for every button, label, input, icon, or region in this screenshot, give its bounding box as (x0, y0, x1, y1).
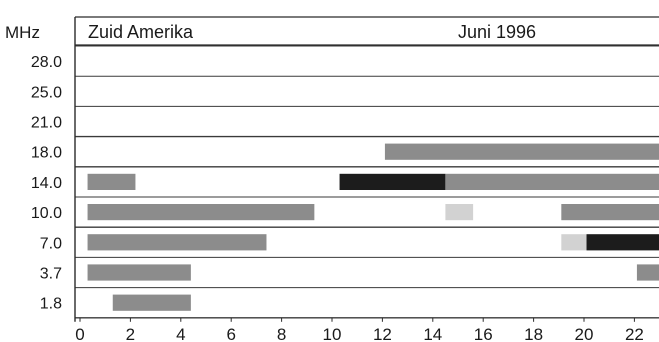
band-label: 21.0 (31, 115, 62, 132)
chart-title: Zuid Amerika (88, 22, 194, 42)
activity-bar (112, 294, 191, 311)
activity-bar (561, 234, 587, 251)
band-label: 14.0 (31, 175, 62, 192)
x-tick-label: 2 (126, 325, 135, 342)
activity-bar (561, 204, 659, 221)
activity-bar (384, 143, 659, 160)
band-label: 1.8 (40, 296, 62, 313)
band-label: 3.7 (40, 266, 62, 283)
chart-frame (74, 16, 659, 322)
x-tick-label: 14 (423, 325, 442, 342)
x-tick-label: 8 (277, 325, 286, 342)
x-tick-label: 10 (323, 325, 342, 342)
chart-bars (87, 143, 659, 311)
x-tick-label: 20 (575, 325, 594, 342)
y-axis-label: MHz (5, 23, 40, 42)
band-labels: 28.0 25.0 21.0 18.0 14.0 10.0 7.0 3.7 1.8 (31, 54, 62, 313)
activity-bar (586, 234, 659, 251)
x-tick-label: 6 (226, 325, 235, 342)
activity-bar (445, 204, 474, 221)
x-tick-label: 12 (373, 325, 392, 342)
x-tick-label: 4 (176, 325, 185, 342)
x-tick-label: 0 (75, 325, 84, 342)
activity-bar (445, 173, 659, 190)
activity-bar (339, 173, 446, 190)
activity-bar (87, 234, 267, 251)
x-tick-labels: 02468101214161820222 (75, 325, 644, 342)
chart-subtitle: Juni 1996 (458, 22, 536, 42)
band-label: 28.0 (31, 54, 62, 71)
band-label: 10.0 (31, 205, 62, 222)
activity-bar (636, 264, 659, 281)
activity-bar (87, 173, 136, 190)
activity-bar (87, 204, 315, 221)
chart-grid (75, 45, 659, 319)
band-label: 18.0 (31, 145, 62, 162)
band-label: 25.0 (31, 84, 62, 101)
x-tick-label: 22 (625, 325, 644, 342)
band-label: 7.0 (40, 235, 62, 252)
activity-bar (87, 264, 191, 281)
x-tick-label: 18 (524, 325, 543, 342)
x-tick-label: 16 (474, 325, 493, 342)
